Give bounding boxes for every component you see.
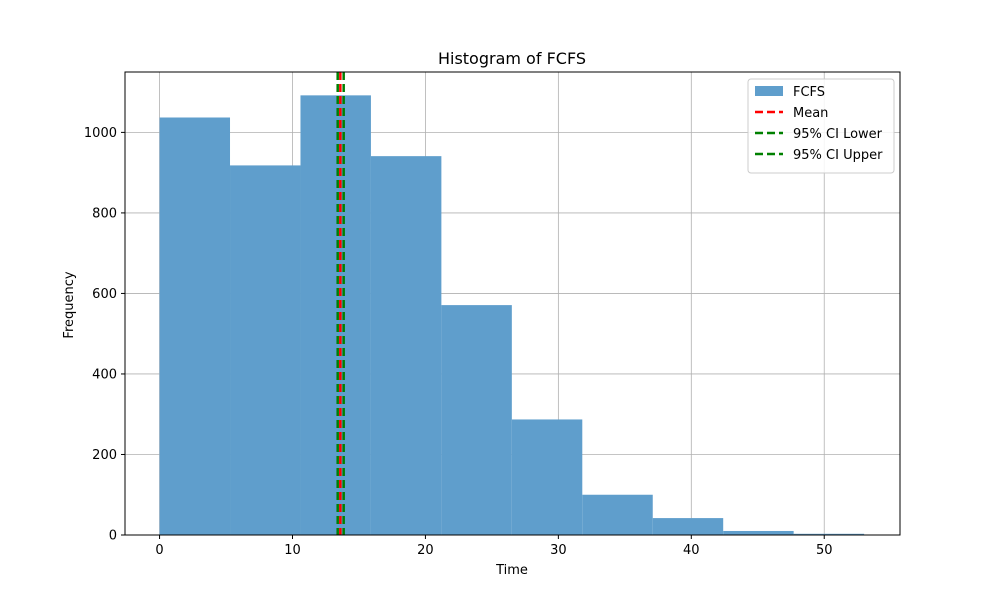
histogram-bar bbox=[370, 156, 442, 536]
x-tick-label: 40 bbox=[683, 543, 700, 558]
chart-title: Histogram of FCFS bbox=[438, 49, 586, 68]
legend-label: FCFS bbox=[793, 85, 825, 100]
histogram-bar bbox=[300, 95, 371, 535]
y-tick-label: 400 bbox=[92, 367, 117, 382]
y-tick-label: 800 bbox=[92, 206, 117, 221]
y-tick-label: 200 bbox=[92, 448, 117, 463]
x-tick-label: 30 bbox=[550, 543, 567, 558]
histogram-bar bbox=[230, 165, 301, 535]
x-tick-label: 10 bbox=[284, 543, 301, 558]
x-tick-label: 0 bbox=[155, 543, 163, 558]
legend-box bbox=[747, 78, 895, 174]
histogram-bar bbox=[511, 419, 583, 535]
histogram-bar bbox=[159, 117, 231, 535]
histogram-bar bbox=[582, 494, 653, 535]
x-tick-label: 50 bbox=[816, 543, 833, 558]
legend-swatch-fcfs bbox=[755, 86, 783, 96]
plot-area-frame bbox=[124, 71, 901, 536]
histogram-bars bbox=[159, 95, 865, 536]
legend-label: Mean bbox=[793, 106, 828, 121]
reference-lines bbox=[336, 72, 345, 535]
legend-label: 95% CI Lower bbox=[793, 127, 883, 142]
histogram-bar bbox=[652, 518, 724, 535]
legend-label: 95% CI Upper bbox=[793, 148, 883, 163]
y-tick-label: 1000 bbox=[84, 126, 117, 141]
histogram-bar bbox=[793, 533, 865, 535]
histogram-bar bbox=[441, 305, 512, 535]
y-axis-title: Frequency bbox=[62, 271, 77, 338]
legend: FCFS Mean 95% CI Lower 95% CI Upper bbox=[747, 78, 895, 174]
x-axis-title: Time bbox=[495, 563, 528, 578]
x-tick-label: 20 bbox=[417, 543, 434, 558]
y-tick-label: 0 bbox=[109, 529, 117, 544]
y-tick-label: 600 bbox=[92, 287, 117, 302]
histogram-bar bbox=[723, 530, 794, 535]
axis-ticks: 0 10 20 30 40 50 0 200 400 600 800 1000 bbox=[84, 126, 833, 558]
